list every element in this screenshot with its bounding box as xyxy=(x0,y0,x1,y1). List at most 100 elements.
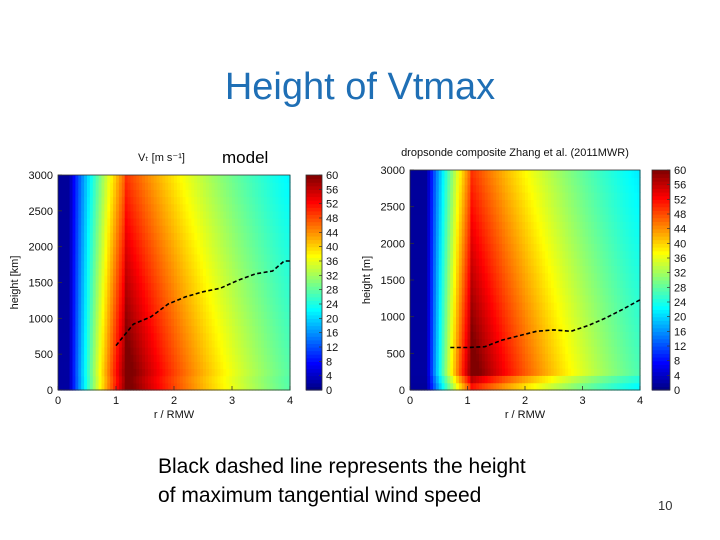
heatmap-cell xyxy=(412,214,417,222)
heatmap-cell xyxy=(487,309,492,318)
heatmap-cell xyxy=(142,361,146,370)
heatmap-cell xyxy=(599,302,604,310)
heatmap-cell xyxy=(479,382,483,391)
heatmap-cell xyxy=(456,265,460,274)
heatmap-cell xyxy=(427,331,431,340)
heatmap-cell xyxy=(447,258,451,266)
heatmap-cell xyxy=(490,177,494,186)
heatmap-cell xyxy=(243,268,248,276)
heatmap-cell xyxy=(617,214,621,222)
heatmap-cell xyxy=(433,272,437,281)
heatmap-cell xyxy=(194,347,198,355)
heatmap-cell xyxy=(81,225,85,233)
heatmap-cell xyxy=(542,375,546,384)
heatmap-cell xyxy=(92,318,97,327)
heatmap-cell xyxy=(150,203,155,212)
heatmap-cell xyxy=(582,316,586,325)
heatmap-cell xyxy=(622,228,627,237)
heatmap-cell xyxy=(95,325,100,334)
heatmap-cell xyxy=(550,192,555,200)
y-tick-label: 3000 xyxy=(29,170,53,182)
heatmap-cell xyxy=(634,287,638,296)
colorbar-step xyxy=(652,294,670,299)
heatmap-cell xyxy=(78,196,82,205)
heatmap-cell xyxy=(579,170,584,178)
heatmap-cell xyxy=(427,243,431,252)
heatmap-cell xyxy=(628,346,632,354)
heatmap-cell xyxy=(156,239,161,248)
heatmap-cell xyxy=(625,192,630,200)
heatmap-cell xyxy=(579,214,584,222)
heatmap-cell xyxy=(599,316,604,325)
heatmap-cell xyxy=(203,361,207,370)
heatmap-cell xyxy=(240,246,245,255)
heatmap-cell xyxy=(542,258,546,266)
heatmap-cell xyxy=(548,243,552,252)
heatmap-cell xyxy=(229,268,233,276)
heatmap-cell xyxy=(214,275,219,284)
heatmap-cell xyxy=(588,309,592,318)
heatmap-cell xyxy=(464,170,469,178)
heatmap-cell xyxy=(136,189,140,198)
heatmap-cell xyxy=(582,272,586,281)
heatmap-cell xyxy=(81,218,85,226)
heatmap-cell xyxy=(226,232,230,241)
heatmap-cell xyxy=(255,289,259,298)
heatmap-cell xyxy=(490,243,494,252)
heatmap-cell xyxy=(272,311,277,319)
heatmap-cell xyxy=(525,265,529,274)
colorbar-step xyxy=(652,360,670,365)
heatmap-cell xyxy=(481,375,486,384)
heatmap-cell xyxy=(258,282,262,291)
heatmap-cell xyxy=(527,287,532,296)
y-tick-label: 1000 xyxy=(29,313,53,325)
heatmap-cell xyxy=(467,331,471,340)
heatmap-cell xyxy=(84,347,88,355)
heatmap-cell xyxy=(110,347,114,355)
heatmap-cell xyxy=(527,184,532,193)
heatmap-cell xyxy=(72,203,76,212)
heatmap-cell xyxy=(81,275,85,284)
heatmap-cell xyxy=(84,203,88,212)
heatmap-cell xyxy=(525,272,529,281)
heatmap-cell xyxy=(116,268,120,276)
heatmap-cell xyxy=(467,272,471,281)
heatmap-cell xyxy=(476,287,480,296)
heatmap-cell xyxy=(246,382,250,391)
heatmap-cell xyxy=(220,196,224,205)
heatmap-cell xyxy=(217,189,221,198)
heatmap-cell xyxy=(133,368,137,377)
heatmap-cell xyxy=(136,268,140,276)
heatmap-cell xyxy=(484,346,489,354)
heatmap-cell xyxy=(479,243,483,252)
heatmap-cell xyxy=(599,221,604,230)
heatmap-cell xyxy=(605,206,609,215)
colorbar-step xyxy=(652,302,670,307)
heatmap-cell xyxy=(107,175,111,183)
heatmap-cell xyxy=(427,360,431,369)
heatmap-cell xyxy=(226,382,230,391)
heatmap-cell xyxy=(588,360,592,369)
heatmap-cell xyxy=(165,232,169,241)
heatmap-cell xyxy=(261,339,265,348)
heatmap-cell xyxy=(479,309,483,318)
heatmap-cell xyxy=(573,177,578,186)
heatmap-cell xyxy=(116,304,120,312)
colorbar-step xyxy=(306,382,322,388)
heatmap-cell xyxy=(205,282,210,291)
colorbar-tick-label: 16 xyxy=(326,328,338,340)
heatmap-cell xyxy=(258,296,262,305)
heatmap-cell xyxy=(430,170,434,178)
heatmap-cell xyxy=(246,268,250,276)
heatmap-cell xyxy=(261,232,265,241)
heatmap-cell xyxy=(608,214,612,222)
heatmap-cell xyxy=(479,368,483,376)
heatmap-cell xyxy=(519,382,523,391)
heatmap-cell xyxy=(287,347,291,355)
heatmap-cell xyxy=(542,177,546,186)
heatmap-cell xyxy=(611,258,615,266)
heatmap-cell xyxy=(617,250,621,259)
heatmap-cell xyxy=(124,196,129,205)
heatmap-cell xyxy=(66,203,71,212)
heatmap-cell xyxy=(447,177,451,186)
